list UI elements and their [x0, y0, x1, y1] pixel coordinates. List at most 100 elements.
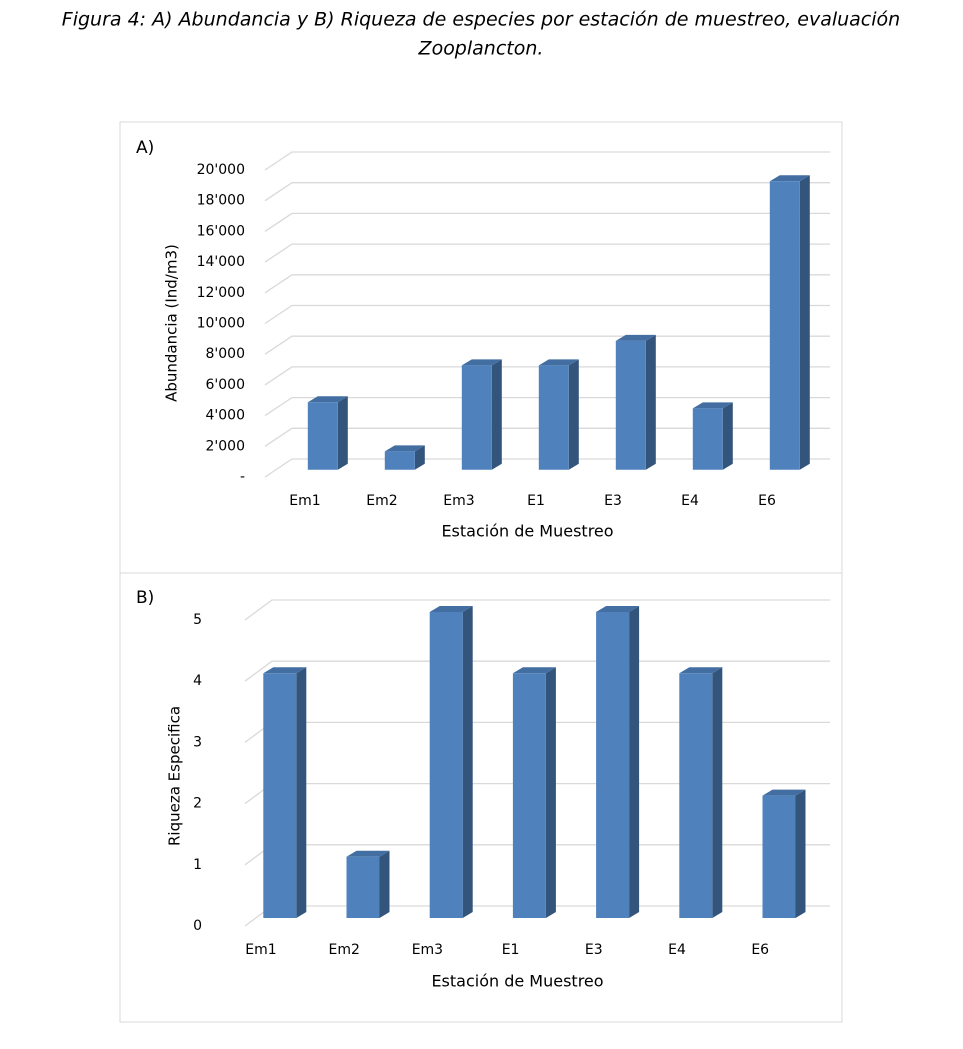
bar-top [384, 445, 425, 452]
grid-line [264, 243, 830, 263]
y-tick-label: - [240, 469, 245, 485]
bar-front [538, 365, 569, 470]
bar-side [414, 445, 425, 470]
x-tick-label: Em1 [289, 493, 320, 509]
bar-side [462, 606, 473, 918]
y-tick-label: 18'000 [197, 193, 245, 209]
bar [307, 396, 348, 470]
bar [461, 359, 502, 470]
grid-line [264, 182, 830, 202]
x-tick-label: Em2 [366, 493, 397, 509]
x-tick-label: E1 [527, 493, 545, 509]
grid-line [264, 212, 830, 232]
y-tick-label: 5 [193, 612, 202, 628]
bar-top [762, 789, 806, 796]
bar [615, 334, 656, 470]
bar-front [384, 451, 415, 470]
bar [679, 667, 723, 918]
bar-top [429, 606, 473, 612]
x-tick-label: E1 [502, 942, 520, 958]
bar-top [307, 396, 348, 403]
bar [769, 175, 810, 470]
bar [384, 445, 425, 470]
y-tick-label: 20'000 [197, 162, 245, 178]
bar-top [679, 667, 723, 674]
bar-side [379, 850, 390, 918]
bar-side [629, 606, 640, 918]
bar-front [461, 365, 492, 470]
bar-top [769, 175, 810, 182]
panel-title: B) [136, 588, 154, 608]
x-tick-label: E4 [668, 942, 686, 958]
grid-line [264, 304, 830, 325]
bar-front [512, 673, 546, 918]
bar-front [596, 612, 630, 918]
bar-side [337, 396, 348, 470]
panel-title: A) [136, 138, 154, 158]
bar-top [461, 359, 502, 366]
bar-side [795, 789, 806, 918]
bar-side [568, 359, 579, 470]
y-axis-label: Riqueza Especifica [166, 706, 184, 846]
x-tick-label: E3 [604, 493, 622, 509]
bar-front [307, 402, 338, 470]
x-tick-label: Em2 [329, 942, 360, 958]
y-tick-label: 1 [193, 857, 202, 873]
bar-front [679, 673, 713, 918]
x-tick-label: E4 [681, 493, 699, 509]
bar-front [769, 181, 800, 470]
bar-side [296, 667, 307, 918]
bar [596, 606, 640, 918]
grid-line [244, 599, 830, 621]
grid-line [264, 274, 830, 294]
x-tick-label: E6 [751, 942, 769, 958]
bar [263, 667, 307, 918]
y-tick-label: 4'000 [206, 408, 245, 424]
x-tick-label: Em3 [443, 493, 474, 509]
bar-front [263, 673, 297, 918]
y-tick-label: 14'000 [197, 254, 245, 270]
bar-side [645, 334, 656, 470]
y-axis-label: Abundancia (Ind/m3) [163, 244, 181, 402]
bar-side [799, 175, 810, 470]
bar-side [545, 667, 556, 918]
y-tick-label: 12'000 [197, 285, 245, 301]
x-tick-label: Em1 [245, 942, 276, 958]
bar-side [491, 359, 502, 470]
caption: Zooplancton. [418, 38, 544, 60]
bar-top [512, 667, 556, 674]
bar-top [538, 359, 579, 366]
bar-side [712, 667, 723, 918]
bar-top [615, 334, 656, 341]
bar-front [429, 612, 463, 918]
bar [429, 606, 473, 918]
bar-front [615, 340, 646, 470]
bar [692, 402, 733, 470]
y-tick-label: 10'000 [197, 316, 245, 332]
x-tick-label: E6 [758, 493, 776, 509]
y-tick-label: 8'000 [206, 346, 245, 362]
x-axis-label: Estación de Muestreo [441, 522, 613, 541]
bar [346, 850, 390, 918]
grid-line [264, 335, 830, 355]
bar-front [762, 795, 796, 918]
bar [512, 667, 556, 918]
panel-frame [119, 572, 843, 1023]
grid-line [264, 151, 830, 171]
x-tick-label: E3 [585, 942, 603, 958]
bar-top [596, 606, 640, 612]
y-tick-label: 16'000 [197, 223, 245, 239]
y-tick-label: 4 [193, 673, 202, 689]
y-tick-label: 2 [193, 796, 202, 812]
bar-top [692, 402, 733, 409]
y-tick-label: 6'000 [206, 377, 245, 393]
y-tick-label: 3 [193, 734, 202, 750]
y-tick-label: 2'000 [206, 438, 245, 454]
bar-side [722, 402, 733, 470]
bar-top [263, 667, 307, 674]
bar-front [692, 408, 723, 470]
bar-front [346, 856, 380, 918]
x-tick-label: Em3 [412, 942, 443, 958]
